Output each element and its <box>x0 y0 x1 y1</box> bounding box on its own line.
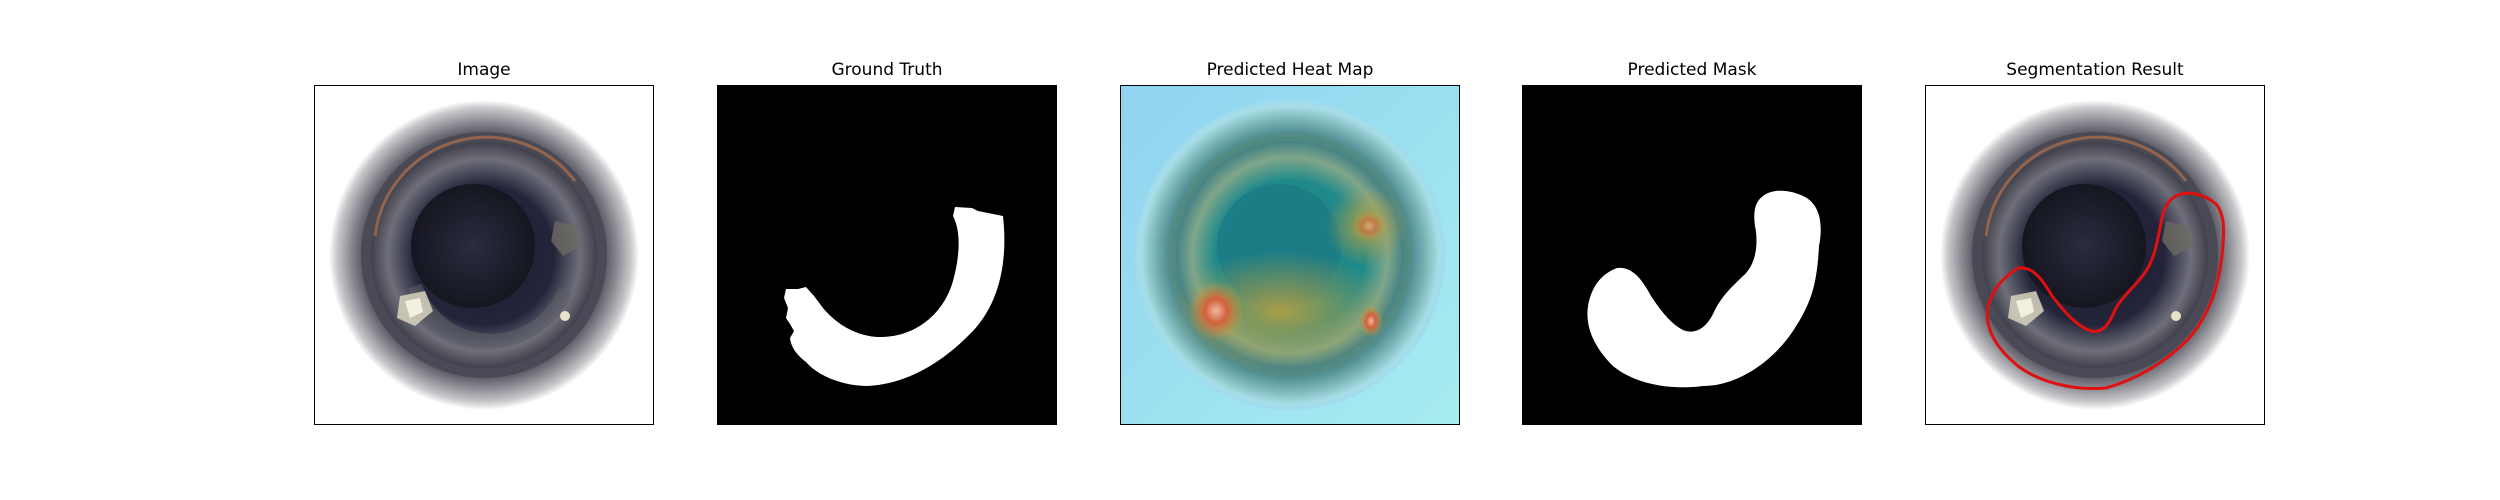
panel-segmentation: Segmentation Result <box>1925 0 2265 500</box>
mask-frame <box>1522 85 1862 425</box>
bottle-photo <box>315 86 653 424</box>
panel-title: Segmentation Result <box>2006 60 2184 80</box>
predicted-region <box>1587 190 1821 388</box>
ground-truth-frame <box>717 85 1057 425</box>
segmentation-frame <box>1925 85 2265 425</box>
segmentation-contour <box>1985 191 2226 391</box>
heat-map-overlay <box>1121 86 1459 424</box>
panel-mask: Predicted Mask <box>1522 0 1862 500</box>
heat-map-frame <box>1120 85 1460 425</box>
segmentation-overlay <box>1926 86 2264 424</box>
ground-truth-mask <box>718 86 1056 424</box>
panel-ground-truth: Ground Truth <box>717 0 1057 500</box>
panel-title: Ground Truth <box>831 60 943 80</box>
ground-truth-region <box>784 207 1005 386</box>
image-frame <box>314 85 654 425</box>
panel-title: Predicted Mask <box>1627 60 1757 80</box>
panel-title: Predicted Heat Map <box>1206 60 1374 80</box>
panel-heat-map: Predicted Heat Map <box>1120 0 1460 500</box>
predicted-mask <box>1523 86 1861 424</box>
panel-title: Image <box>457 60 511 80</box>
panel-image: Image <box>314 0 654 500</box>
